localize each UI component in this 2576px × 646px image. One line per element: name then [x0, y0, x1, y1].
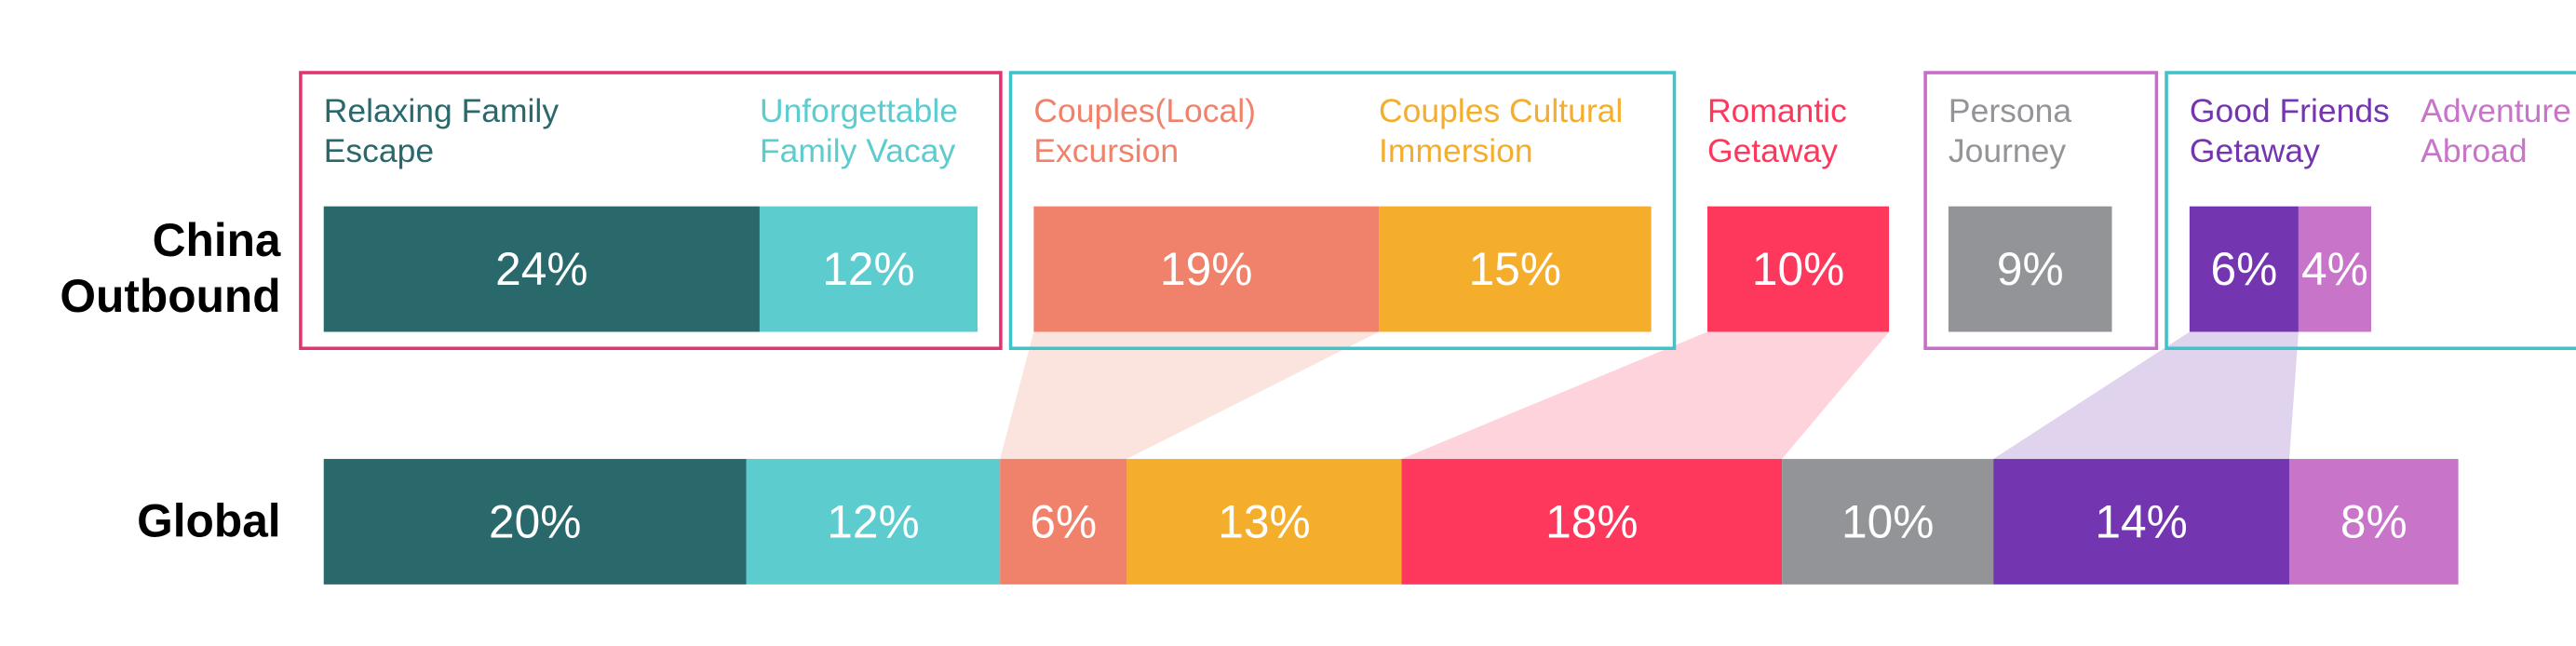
- value-label: 9%: [1997, 243, 2064, 295]
- segment-name: Persona Journey: [1948, 94, 2072, 170]
- group-box: [1008, 71, 1677, 350]
- value-label: 12%: [827, 495, 919, 547]
- value-label: 10%: [1841, 495, 1934, 547]
- row-label-wrap: China Outbound: [17, 141, 281, 398]
- segment-name: Couples Cultural Immersion: [1379, 94, 1624, 170]
- value-label: 14%: [2095, 495, 2187, 547]
- bar-segment: [1401, 459, 1783, 585]
- value-label: 6%: [2211, 243, 2278, 295]
- segment-name: Couples(Local) Excursion: [1033, 94, 1256, 170]
- bar-segment: [2288, 459, 2459, 585]
- bar-segment: [1033, 206, 1380, 332]
- group-box: [299, 71, 1003, 350]
- connectors: [1000, 331, 2299, 460]
- value-label: 6%: [1030, 495, 1097, 547]
- bar-segment: [746, 459, 1001, 585]
- segment-name: Unforgettable Family Vacay: [759, 94, 958, 170]
- value-label: 8%: [2340, 495, 2407, 547]
- group-box: [1923, 71, 2159, 350]
- bar-segment: [323, 206, 760, 332]
- segment-name-box: Couples(Local) Excursion: [1033, 94, 1256, 170]
- bar-segment: [759, 206, 978, 332]
- row-label-box: Global: [17, 426, 281, 618]
- segment-name-box: Relaxing Family Escape: [323, 94, 560, 170]
- value-label: 24%: [495, 243, 587, 295]
- bar-segment: [323, 459, 747, 585]
- bar-segment: [2189, 206, 2299, 332]
- segment-name-box: Couples Cultural Immersion: [1379, 94, 1624, 170]
- segment-name: Good Friends Getaway: [2189, 94, 2390, 170]
- bar-segment: [1379, 206, 1652, 332]
- row-label-wrap: Global: [17, 426, 281, 618]
- bar-segment: [1706, 206, 1890, 332]
- connector: [1401, 331, 1890, 460]
- value-label: 18%: [1545, 495, 1638, 547]
- value-label: 20%: [489, 495, 581, 547]
- bar-segment: [1782, 459, 1994, 585]
- value-label: 13%: [1218, 495, 1310, 547]
- bar-segment: [1948, 206, 2112, 332]
- row-label: China Outbound: [60, 214, 281, 322]
- value-label: 15%: [1469, 243, 1561, 295]
- row-label: Global: [137, 495, 281, 547]
- segment-name: Adventure Abroad: [2421, 94, 2571, 170]
- bar-segment: [2298, 206, 2371, 332]
- segment-name-box: Unforgettable Family Vacay: [759, 94, 958, 170]
- segment-name-box: Good Friends Getaway: [2189, 94, 2390, 170]
- bar-segment: [1000, 459, 1127, 585]
- value-label: 10%: [1752, 243, 1844, 295]
- segment-name-box: Romantic Getaway: [1706, 94, 1847, 170]
- group-box: [2165, 71, 2576, 350]
- value-label: 4%: [2301, 243, 2368, 295]
- connector: [1000, 331, 1380, 460]
- segment-name-box: Adventure Abroad: [2421, 94, 2571, 170]
- value-label: 12%: [822, 243, 914, 295]
- segment-name: Romantic Getaway: [1706, 94, 1847, 170]
- bar-segment: [1126, 459, 1402, 585]
- value-label: 19%: [1160, 243, 1252, 295]
- segment-name: Relaxing Family Escape: [323, 94, 560, 170]
- connector: [1993, 331, 2299, 460]
- row-label-box: China Outbound: [17, 141, 281, 398]
- bar-segment: [1993, 459, 2289, 585]
- segment-name-box: Persona Journey: [1948, 94, 2072, 170]
